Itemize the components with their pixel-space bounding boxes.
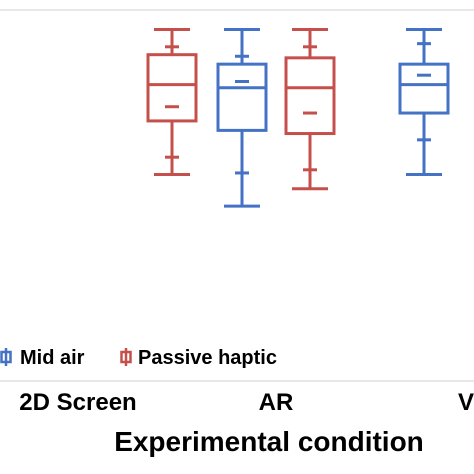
legend-swatch-box (0, 350, 12, 364)
x-axis-title: Experimental condition (114, 426, 424, 457)
legend-swatch-passive-haptic (120, 348, 132, 366)
legend: Mid air Passive haptic (0, 347, 277, 369)
iqr-box (146, 53, 198, 123)
legend-swatch-mid-air (0, 348, 12, 366)
legend-item-passive-haptic: Passive haptic (120, 347, 277, 369)
box-plot-layer (146, 27, 450, 208)
legend-item-mid-air: Mid air (0, 347, 85, 369)
box-mid-air-v (398, 27, 450, 177)
box-passive-haptic-ar (284, 27, 336, 191)
legend-label-mid-air: Mid air (20, 347, 85, 369)
legend-swatch-box (120, 350, 132, 364)
box-mid-air-ar (216, 27, 268, 208)
x-tick-label-ar: AR (259, 389, 294, 416)
x-tick-label-v: V (458, 389, 474, 416)
x-tick-label-2d-screen: 2D Screen (19, 389, 136, 416)
iqr-box (216, 62, 268, 132)
legend-label-passive-haptic: Passive haptic (138, 347, 277, 369)
iqr-box (398, 62, 450, 115)
box-passive-haptic-2d-screen (146, 27, 198, 177)
iqr-box (284, 56, 336, 136)
